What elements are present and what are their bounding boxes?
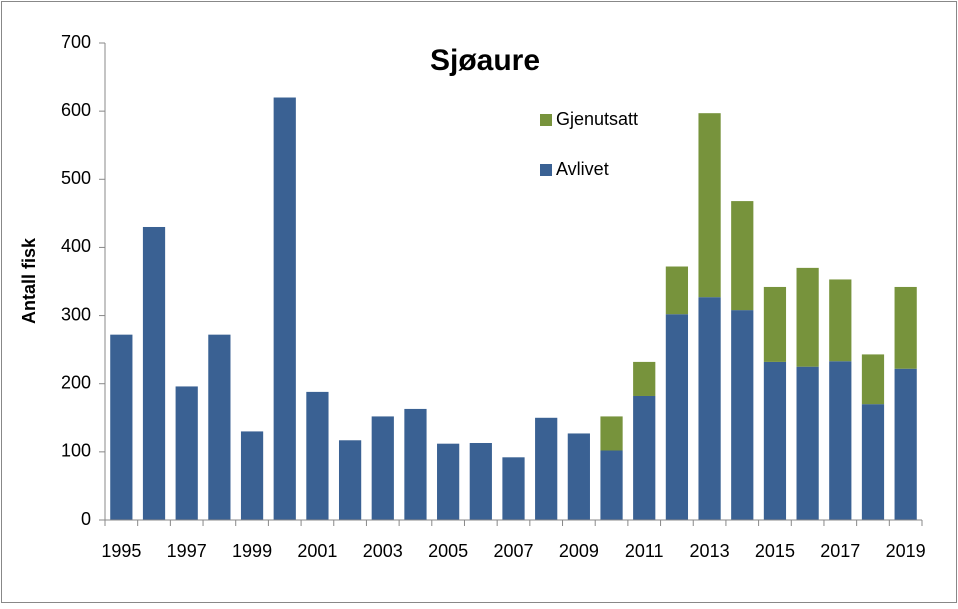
y-tick-label: 400 xyxy=(61,236,91,256)
legend-swatch xyxy=(540,164,552,176)
bar xyxy=(763,286,787,362)
bar xyxy=(175,386,198,520)
y-tick-label: 0 xyxy=(81,509,91,529)
bar xyxy=(763,361,787,520)
bar xyxy=(829,361,852,520)
legend-label: Gjenutsatt xyxy=(556,109,638,129)
bar xyxy=(731,310,754,520)
bar xyxy=(665,266,689,315)
x-tick-label: 1997 xyxy=(167,541,207,561)
bar xyxy=(437,443,460,520)
bar xyxy=(894,368,917,520)
x-tick-label: 2015 xyxy=(755,541,795,561)
y-tick-label: 500 xyxy=(61,168,91,188)
x-tick-label: 2007 xyxy=(493,541,533,561)
bar xyxy=(894,286,917,369)
bar xyxy=(142,226,166,520)
bar xyxy=(796,267,819,367)
x-tick-label: 2001 xyxy=(297,541,337,561)
y-tick-label: 600 xyxy=(61,100,91,120)
y-axis-label: Antall fisk xyxy=(19,237,39,324)
bar xyxy=(600,450,623,520)
bar xyxy=(567,433,590,520)
legend-label: Avlivet xyxy=(556,159,609,179)
bar xyxy=(698,297,721,520)
bar xyxy=(240,431,264,520)
bar xyxy=(404,408,427,520)
bar xyxy=(306,391,329,520)
chart-title: Sjøaure xyxy=(430,44,540,77)
x-tick-label: 2009 xyxy=(559,541,599,561)
legend-swatch xyxy=(540,114,552,126)
bar xyxy=(829,279,852,362)
bar xyxy=(698,113,721,298)
bar xyxy=(502,457,525,520)
y-tick-label: 100 xyxy=(61,441,91,461)
bar xyxy=(796,366,819,520)
y-tick-label: 300 xyxy=(61,304,91,324)
x-tick-label: 2011 xyxy=(625,541,664,561)
bar xyxy=(208,334,231,520)
x-tick-label: 2013 xyxy=(690,541,730,561)
bar xyxy=(469,442,492,520)
bar xyxy=(861,354,885,405)
bar xyxy=(633,395,656,520)
bar xyxy=(600,416,623,451)
x-tick-label: 2017 xyxy=(820,541,860,561)
bar xyxy=(665,314,689,520)
bar xyxy=(861,404,885,520)
x-tick-label: 2019 xyxy=(886,541,926,561)
bar xyxy=(110,334,133,520)
x-tick-label: 2005 xyxy=(428,541,468,561)
bar xyxy=(731,201,754,311)
x-tick-label: 1995 xyxy=(101,541,141,561)
y-tick-label: 700 xyxy=(61,32,91,52)
bar xyxy=(338,440,362,520)
x-tick-label: 2003 xyxy=(363,541,403,561)
y-tick-label: 200 xyxy=(61,372,91,392)
x-tick-label: 1999 xyxy=(232,541,272,561)
bar xyxy=(633,361,656,396)
bar xyxy=(273,97,296,520)
bar xyxy=(535,417,558,520)
bar xyxy=(371,416,394,520)
